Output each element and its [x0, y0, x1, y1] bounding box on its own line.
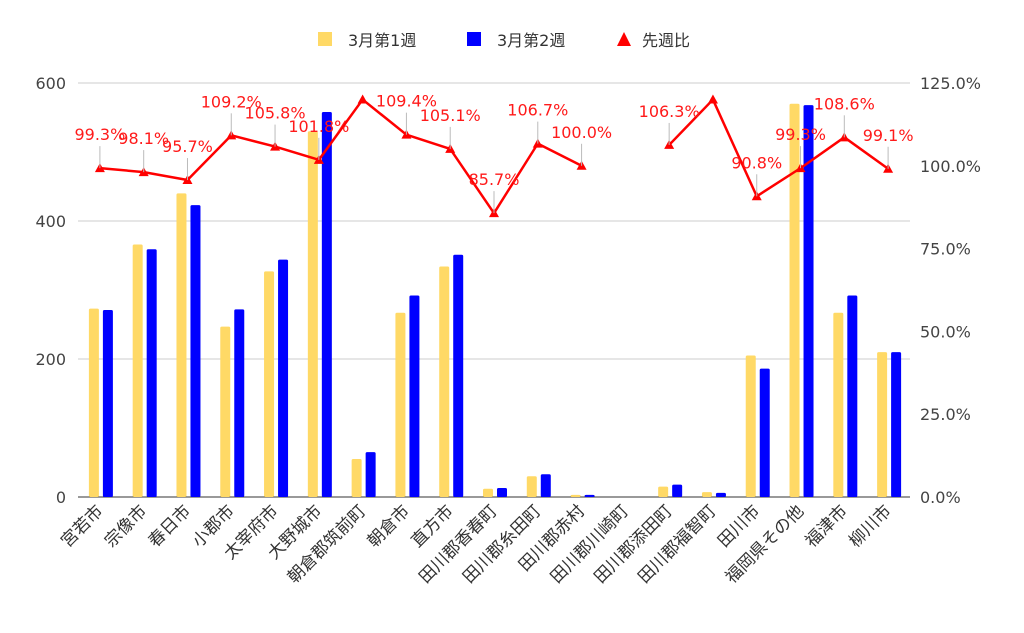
bar-series-2: [759, 368, 770, 497]
ratio-data-label: 106.3%: [639, 102, 700, 121]
ratio-data-label: 90.8%: [731, 153, 782, 172]
y-left-tick-label: 600: [35, 74, 66, 93]
ratio-data-label: 105.1%: [420, 106, 481, 125]
ratio-data-label: 101.8%: [288, 117, 349, 136]
bar-series-2: [584, 494, 595, 497]
legend-swatch-series-3: [617, 32, 631, 46]
legend-label-series-1: 3月第1週: [348, 31, 416, 50]
ratio-data-label: 105.8%: [245, 104, 306, 123]
bar-series-2: [365, 452, 376, 497]
ratio-data-label: 98.1%: [118, 129, 169, 148]
bar-series-1: [88, 308, 99, 497]
x-category-label: 柳川市: [845, 501, 895, 551]
bar-series-2: [278, 259, 289, 497]
bar-series-1: [745, 355, 756, 497]
y-right-tick-label: 50.0%: [920, 322, 971, 341]
bar-series-2: [715, 492, 726, 497]
bar-series-2: [321, 111, 332, 497]
legend-swatch-series-2: [467, 32, 481, 46]
ratio-data-label: 100.0%: [551, 123, 612, 142]
ratio-point: [707, 94, 718, 104]
bar-series-2: [803, 105, 814, 497]
x-category-label: 福津市: [802, 501, 852, 551]
legend-label-series-3: 先週比: [642, 31, 690, 50]
bar-series-1: [439, 266, 450, 497]
gridlines: [78, 82, 910, 498]
y-right-tick-label: 0.0%: [920, 488, 961, 507]
ratio-point: [357, 94, 368, 104]
ratio-line-segment: [99, 98, 583, 215]
x-category-label: 宮若市: [57, 501, 107, 551]
bar-series-1: [132, 244, 143, 497]
bar-series-1: [701, 492, 712, 497]
bar-series-2: [847, 295, 858, 497]
bar-series-2: [891, 352, 902, 497]
y-left-tick-label: 0: [56, 488, 66, 507]
bar-series-1: [526, 476, 537, 497]
bar-series-2: [190, 205, 201, 497]
legend-label-series-2: 3月第2週: [497, 31, 565, 50]
bar-series-1: [264, 271, 275, 497]
y-left-tick-label: 200: [35, 350, 66, 369]
x-category-label: 春日市: [145, 501, 195, 551]
bar-series-2: [234, 309, 245, 497]
bar-series-1: [307, 131, 318, 498]
bar-series-2: [146, 249, 157, 497]
bar-series-1: [220, 326, 231, 497]
y-right-tick-label: 125.0%: [920, 74, 981, 93]
legend-swatch-series-1: [318, 32, 332, 46]
bar-series-2: [672, 484, 683, 497]
y-right-tick-label: 25.0%: [920, 405, 971, 424]
bar-series-1: [483, 488, 493, 497]
bar-series-1: [176, 193, 187, 497]
ratio-data-label: 109.2%: [201, 92, 262, 111]
bar-series-2: [497, 488, 507, 497]
bar-series-2: [540, 474, 551, 497]
bar-series-2: [409, 295, 420, 497]
bar-series-1: [570, 494, 581, 497]
x-category-label: 宗像市: [101, 501, 151, 551]
y-right-tick-label: 75.0%: [920, 240, 971, 259]
bar-series-1: [351, 459, 362, 497]
ratio-data-label: 109.4%: [376, 92, 437, 111]
bar-series-1: [877, 352, 888, 497]
y-right-tick-label: 100.0%: [920, 157, 981, 176]
bar-series-1: [658, 486, 669, 497]
bar-series-1: [789, 103, 800, 497]
bar-series-2: [102, 310, 113, 497]
ratio-data-label: 99.3%: [74, 125, 125, 144]
legend: 3月第1週 3月第2週 先週比: [318, 31, 690, 50]
x-category-label: 朝倉市: [364, 501, 414, 551]
ratio-data-label: 99.3%: [775, 125, 826, 144]
bar-series-1: [833, 312, 844, 497]
bar-series-1: [395, 312, 406, 497]
ratio-line-segment: [668, 98, 889, 198]
y-left-tick-label: 400: [35, 212, 66, 231]
bars: [88, 103, 902, 498]
ratio-data-label: 95.7%: [162, 137, 213, 156]
ratio-data-label: 85.7%: [469, 170, 520, 189]
ratio-data-label: 99.1%: [863, 126, 914, 145]
ratio-data-label: 106.7%: [507, 101, 568, 120]
data-labels: 99.3%98.1%95.7%109.2%105.8%101.8%109.4%1…: [74, 92, 914, 214]
ratio-data-label: 108.6%: [814, 94, 875, 113]
bar-series-2: [453, 254, 464, 497]
